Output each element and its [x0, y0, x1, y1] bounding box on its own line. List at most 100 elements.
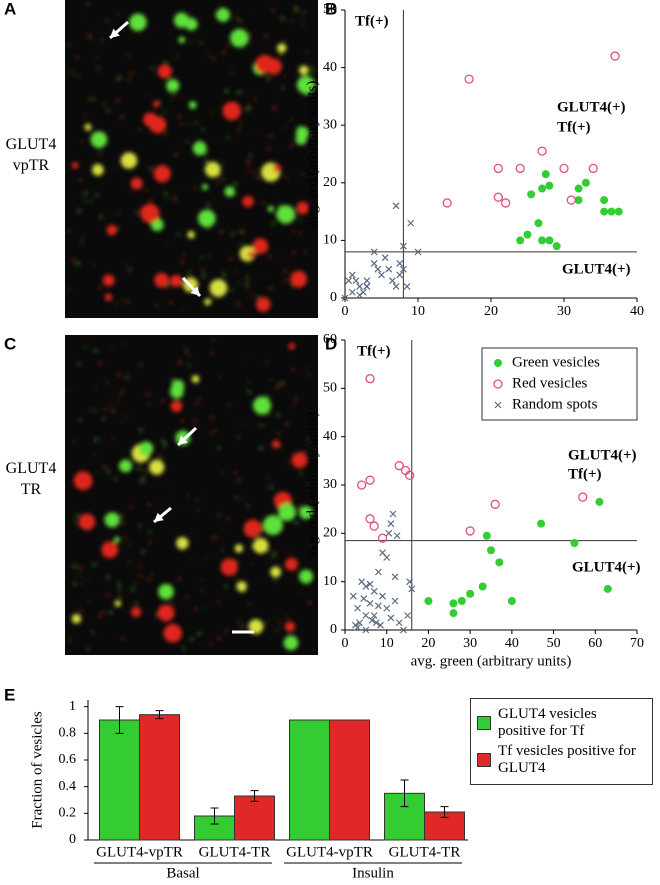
- speck: [161, 439, 165, 443]
- point: [377, 621, 384, 629]
- speck: [88, 35, 92, 40]
- speck: [92, 263, 95, 266]
- legend-label: GLUT4 vesicles positive for Tf: [498, 706, 597, 739]
- point: [493, 163, 503, 174]
- speck: [97, 154, 99, 157]
- point: [515, 163, 525, 174]
- speck: [301, 25, 304, 28]
- blob: [295, 133, 307, 145]
- speck: [174, 153, 179, 157]
- speck: [268, 378, 272, 382]
- blob: [252, 238, 269, 254]
- speck: [169, 31, 172, 34]
- speck: [97, 71, 100, 74]
- panel-label: A: [4, 0, 16, 18]
- blob: [90, 131, 108, 148]
- speck: [120, 390, 125, 395]
- blob: [170, 274, 183, 288]
- speck: [158, 481, 161, 485]
- speck: [119, 299, 122, 302]
- panel-label: C: [4, 334, 16, 353]
- annotation: GLUT4(+): [568, 447, 637, 463]
- speck: [148, 540, 152, 544]
- speck: [248, 603, 252, 606]
- speck: [93, 494, 96, 497]
- x-tick-label: GLUT4-vpTR: [96, 844, 183, 860]
- speck: [196, 536, 199, 539]
- point: [493, 192, 503, 202]
- speck: [271, 221, 276, 226]
- speck: [245, 107, 249, 112]
- speck: [211, 111, 214, 114]
- blob: [158, 583, 174, 600]
- point: [357, 480, 367, 490]
- blob: [209, 279, 228, 297]
- speck: [262, 424, 265, 427]
- blob: [187, 230, 195, 239]
- speck: [154, 613, 158, 617]
- speck: [284, 126, 287, 129]
- blob: [140, 203, 160, 223]
- speck: [237, 281, 240, 284]
- annotation: Tf(+): [357, 343, 391, 359]
- speck: [121, 521, 125, 525]
- speck: [294, 5, 299, 10]
- point: [381, 254, 389, 262]
- speck: [177, 114, 182, 119]
- blob: [149, 459, 165, 475]
- speck: [219, 375, 223, 378]
- speck: [201, 268, 206, 273]
- speck: [164, 131, 169, 136]
- speck: [287, 551, 290, 554]
- y-tick-label: 30: [323, 477, 337, 492]
- speck: [137, 466, 141, 470]
- speck: [99, 150, 102, 154]
- speck: [222, 178, 225, 182]
- point: [377, 533, 388, 543]
- speck: [117, 581, 121, 586]
- speck: [79, 573, 82, 576]
- speck: [244, 50, 247, 53]
- y-tick-label: 0.2: [59, 806, 77, 821]
- speck: [180, 260, 185, 265]
- speck: [245, 504, 249, 508]
- speck: [147, 577, 152, 582]
- point: [466, 589, 475, 598]
- speck: [163, 191, 168, 196]
- speck: [185, 594, 189, 599]
- blob: [171, 379, 185, 393]
- speck: [261, 201, 265, 205]
- speck: [127, 54, 131, 57]
- speck: [217, 636, 221, 640]
- error-bar: [250, 790, 259, 802]
- speck: [194, 121, 198, 125]
- micrograph: [65, 335, 318, 655]
- speck: [228, 404, 231, 407]
- blob: [299, 569, 314, 584]
- annotation: Tf(+): [557, 119, 591, 135]
- speck: [275, 384, 280, 389]
- speck: [277, 432, 281, 436]
- speck: [249, 293, 253, 297]
- speck: [301, 172, 305, 176]
- x-tick-label: 70: [630, 636, 644, 651]
- speck: [269, 627, 272, 630]
- speck: [255, 176, 260, 181]
- point: [581, 178, 590, 187]
- speck: [292, 229, 296, 233]
- point: [527, 190, 536, 199]
- speck: [221, 50, 226, 55]
- speck: [283, 269, 288, 274]
- speck: [167, 482, 170, 485]
- point: [578, 492, 588, 502]
- y-tick-label: 0: [330, 622, 337, 637]
- speck: [143, 469, 147, 473]
- point: [387, 520, 395, 528]
- speck: [239, 90, 243, 94]
- point: [595, 497, 604, 506]
- x-tick-label: 0: [342, 636, 349, 651]
- speck: [117, 395, 120, 398]
- speck: [140, 365, 143, 368]
- speck: [224, 584, 228, 589]
- speck: [70, 70, 73, 72]
